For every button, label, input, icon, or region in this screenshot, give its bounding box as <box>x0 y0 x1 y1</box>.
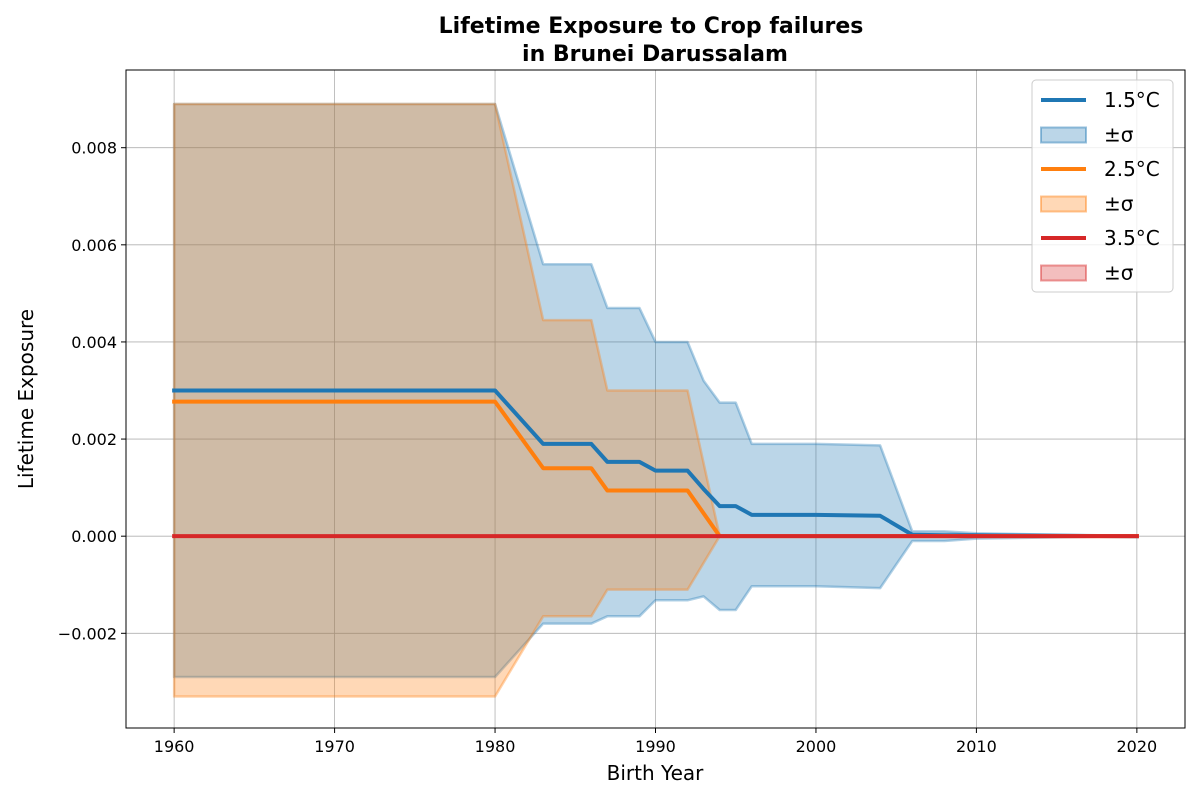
legend: 1.5°C ±σ 2.5°C ±σ 3.5°C ±σ <box>1031 79 1174 293</box>
x-tick-label: 2000 <box>796 737 837 756</box>
line-layer <box>172 388 1139 539</box>
legend-band-swatch <box>1040 195 1087 213</box>
line-series-2 <box>172 399 1139 539</box>
chart-title-line-1: Lifetime Exposure to Crop failures <box>439 14 864 39</box>
y-tick-label: 0.000 <box>71 527 117 546</box>
chart-title-line-2: in Brunei Darussalam <box>522 42 788 67</box>
tick-layer: 1960 1970 1980 1990 2000 2010 2020 −0.002 0.000 0… <box>58 139 1157 756</box>
legend-label-series: 1.5°C <box>1104 88 1160 112</box>
legend-label-series: 3.5°C <box>1104 226 1160 250</box>
legend-label-band: ±σ <box>1104 123 1134 147</box>
legend-label-series: 2.5°C <box>1104 157 1160 181</box>
x-tick-label: 1960 <box>154 737 195 756</box>
legend-label-band: ±σ <box>1104 192 1134 216</box>
legend-band-swatch <box>1040 264 1087 282</box>
y-tick-label: 0.008 <box>71 139 117 158</box>
y-tick-label: 0.004 <box>71 333 117 352</box>
x-tick-label: 1980 <box>475 737 516 756</box>
y-tick-label: −0.002 <box>58 624 117 643</box>
y-tick-label: 0.006 <box>71 236 117 255</box>
legend-band-swatch <box>1040 126 1087 144</box>
x-tick-label: 1990 <box>635 737 676 756</box>
x-axis-label: Birth Year <box>607 761 704 785</box>
x-tick-label: 1970 <box>314 737 355 756</box>
legend-label-band: ±σ <box>1104 261 1134 285</box>
y-tick-label: 0.002 <box>71 430 117 449</box>
x-tick-label: 2010 <box>956 737 997 756</box>
x-tick-label: 2020 <box>1117 737 1158 756</box>
y-axis-label: Lifetime Exposure <box>14 309 38 489</box>
